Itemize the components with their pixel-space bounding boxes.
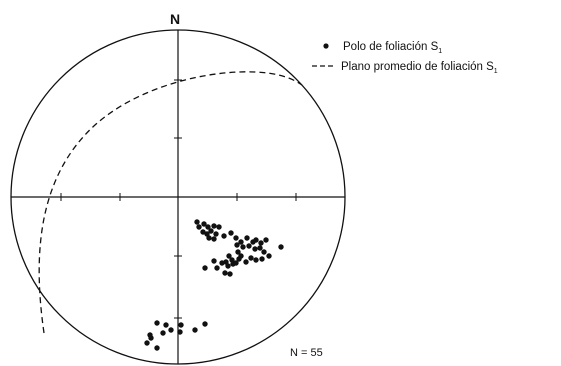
pole-point (213, 231, 219, 237)
pole-point (259, 256, 265, 262)
pole-point (154, 345, 160, 351)
pole-point (236, 256, 242, 262)
pole-point (178, 322, 184, 328)
pole-point (219, 260, 225, 266)
pole-point (144, 340, 150, 346)
pole-point (202, 321, 208, 327)
foliation-poles (144, 219, 284, 351)
pole-point (168, 327, 174, 333)
pole-point (234, 242, 240, 248)
pole-point (253, 237, 259, 243)
pole-point (253, 257, 259, 263)
pole-point (233, 235, 239, 241)
pole-point (257, 245, 263, 251)
pole-point (243, 259, 249, 265)
pole-point (227, 271, 233, 277)
pole-point (211, 223, 217, 229)
pole-point (266, 253, 272, 259)
pole-point (226, 253, 232, 259)
pole-point (200, 229, 206, 235)
pole-point (228, 230, 234, 236)
pole-point (278, 244, 284, 250)
pole-point (148, 335, 154, 341)
pole-point (204, 231, 210, 237)
pole-point (202, 265, 208, 271)
legend-plane-label: Plano promedio de foliación S1 (341, 61, 498, 75)
axis-ticks (60, 79, 297, 319)
pole-point (196, 224, 202, 230)
pole-point (194, 219, 200, 225)
pole-point (263, 237, 269, 243)
pole-point (244, 235, 250, 241)
pole-point (222, 270, 228, 276)
pole-point (160, 330, 166, 336)
pole-point (216, 224, 222, 230)
legend-pole-label: Polo de foliación S1 (343, 41, 442, 55)
pole-point (258, 240, 264, 246)
pole-point (221, 233, 227, 239)
pole-point (246, 243, 252, 249)
pole-point (240, 244, 246, 250)
pole-point (206, 235, 212, 241)
pole-point (201, 221, 207, 227)
legend-pole-symbol (323, 43, 329, 49)
mean-foliation-great-circle (38, 71, 303, 334)
pole-point (238, 239, 244, 245)
legend: Polo de foliación S1 Plano promedio de f… (312, 41, 498, 75)
pole-point (248, 255, 254, 261)
pole-point (208, 228, 214, 234)
pole-point (177, 329, 183, 335)
pole-point (192, 327, 198, 333)
pole-point (163, 322, 169, 328)
pole-point (211, 236, 217, 242)
pole-point (214, 265, 220, 271)
pole-point (252, 246, 258, 252)
pole-point (233, 260, 239, 266)
pole-point (235, 249, 241, 255)
pole-point (154, 320, 160, 326)
pole-point (261, 249, 267, 255)
pole-point (211, 258, 217, 264)
pole-point (205, 224, 211, 230)
pole-point (225, 263, 231, 269)
sample-count: N = 55 (290, 347, 323, 359)
north-label: N (170, 11, 180, 27)
